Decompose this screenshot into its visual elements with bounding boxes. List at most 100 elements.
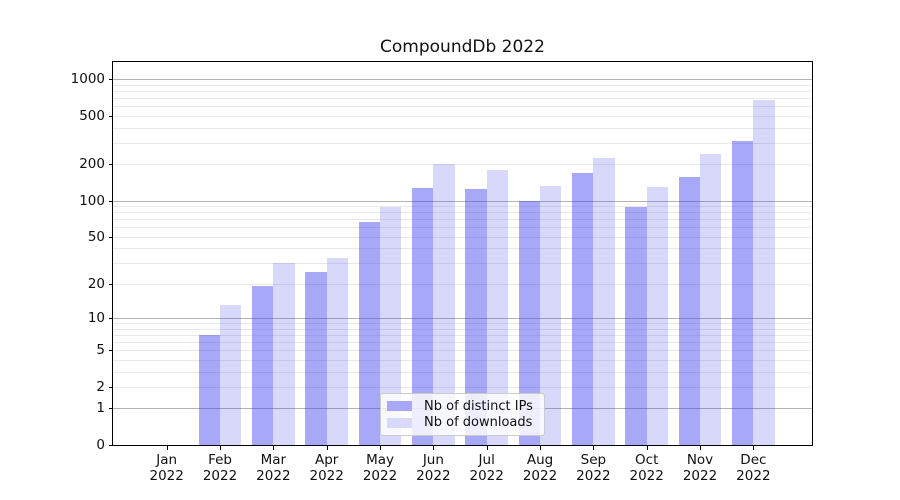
bar-downloads (753, 99, 775, 445)
gridline-minor (113, 341, 812, 343)
y-tick-mark (109, 408, 113, 410)
y-tick-mark (109, 283, 113, 285)
bar-downloads (486, 169, 509, 445)
x-tick-mark (433, 446, 435, 450)
x-tick-mark (380, 446, 382, 450)
y-tick-label: 20 (87, 275, 105, 292)
bar-downloads (326, 258, 349, 445)
legend: Nb of distinct IPs Nb of downloads (380, 393, 545, 436)
x-tick-label: Jun 2022 (416, 452, 451, 484)
x-tick-label: Feb 2022 (202, 452, 238, 484)
legend-item-downloads: Nb of downloads (387, 415, 538, 432)
gridline-minor (113, 371, 812, 373)
gridline-minor (113, 127, 812, 129)
x-tick-mark (753, 446, 755, 450)
y-tick-label: 5 (96, 342, 105, 359)
y-tick-mark (109, 115, 113, 117)
bar-distinct-ips (732, 140, 754, 445)
x-tick-mark (486, 446, 488, 450)
gridline-minor (113, 115, 812, 117)
gridline-minor (113, 283, 812, 285)
y-tick-mark (109, 164, 113, 166)
x-tick-mark (540, 446, 542, 450)
x-tick-label: Jul 2022 (469, 452, 504, 484)
y-tick-label: 200 (79, 156, 105, 173)
bar-distinct-ips (198, 334, 221, 445)
bar-distinct-ips (465, 188, 487, 445)
bar-downloads (593, 157, 615, 445)
gridline-minor (113, 350, 812, 352)
x-tick-mark (220, 446, 222, 450)
y-tick-mark (109, 317, 113, 319)
gridline-minor (113, 97, 812, 99)
y-tick-mark (109, 350, 113, 352)
bar-distinct-ips (625, 207, 647, 445)
gridline-major (113, 200, 812, 202)
bar-downloads (380, 206, 402, 445)
bar-distinct-ips (678, 176, 701, 445)
bar-downloads (433, 164, 455, 445)
gridline-minor (113, 206, 812, 208)
gridline-minor (113, 84, 812, 86)
gridline-minor (113, 323, 812, 325)
y-tick-label: 0 (96, 437, 105, 453)
bar-downloads (540, 185, 562, 445)
bar-distinct-ips (518, 200, 541, 445)
gridline-minor (113, 227, 812, 229)
gridline-minor (113, 106, 812, 108)
x-tick-mark (700, 446, 702, 450)
bar-downloads (646, 186, 669, 445)
bar-distinct-ips (412, 187, 434, 445)
y-tick-label: 50 (87, 228, 105, 245)
x-tick-label: Mar 2022 (256, 452, 291, 484)
y-tick-label: 2 (96, 378, 105, 395)
legend-item-distinct-ips: Nb of distinct IPs (387, 398, 538, 415)
x-tick-mark (593, 446, 595, 450)
y-tick-mark (109, 445, 113, 446)
bar-downloads (220, 305, 242, 445)
bar-downloads (700, 154, 722, 445)
bar-distinct-ips (572, 173, 594, 445)
legend-swatch-downloads (387, 417, 412, 428)
y-tick-mark (109, 386, 113, 388)
gridline-minor (113, 236, 812, 238)
y-tick-label: 1 (96, 400, 105, 417)
bar-distinct-ips (305, 272, 327, 445)
bar-distinct-ips (358, 222, 381, 445)
gridline-minor (113, 328, 812, 330)
gridline-major (113, 79, 812, 81)
gridline-minor (113, 219, 812, 221)
chart-title: CompoundDb 2022 (380, 37, 545, 57)
y-tick-label: 100 (79, 192, 105, 209)
x-tick-mark (166, 446, 168, 450)
y-tick-mark (109, 79, 113, 81)
y-tick-mark (109, 200, 113, 202)
legend-swatch-distinct-ips (387, 401, 412, 412)
gridline-minor (113, 386, 812, 388)
gridline-minor (113, 248, 812, 250)
x-tick-label: Jan 2022 (149, 452, 184, 484)
x-tick-label: May 2022 (362, 452, 398, 484)
gridline-minor (113, 142, 812, 144)
gridline-minor (113, 334, 812, 336)
gridline-major (113, 317, 812, 319)
x-tick-mark (646, 446, 648, 450)
gridline-minor (113, 212, 812, 214)
x-tick-label: Oct 2022 (629, 452, 664, 484)
gridline-minor (113, 90, 812, 92)
x-tick-mark (326, 446, 328, 450)
gridline-minor (113, 164, 812, 166)
x-tick-label: Nov 2022 (682, 452, 718, 484)
bar-downloads (273, 263, 295, 445)
gridline-minor (113, 359, 812, 361)
x-tick-label: Aug 2022 (522, 452, 558, 484)
x-tick-label: Apr 2022 (309, 452, 344, 484)
x-tick-mark (273, 446, 275, 450)
plot-area (112, 61, 813, 446)
y-tick-label: 500 (79, 107, 105, 124)
y-tick-label: 10 (87, 309, 105, 326)
gridline-minor (113, 263, 812, 265)
y-tick-mark (109, 236, 113, 238)
y-tick-label: 1000 (70, 71, 105, 88)
